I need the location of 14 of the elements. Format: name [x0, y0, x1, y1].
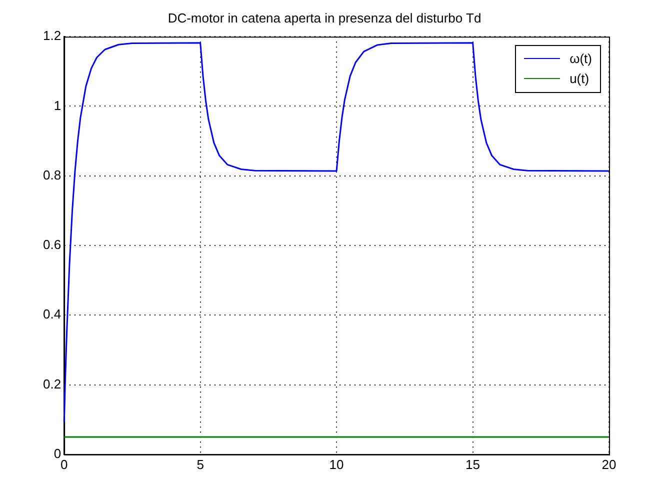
y-tick-label: 1 — [54, 98, 62, 113]
x-tick-label: 15 — [466, 456, 480, 472]
legend-label: ω(t) — [570, 51, 592, 66]
y-tick-label: 0 — [54, 446, 62, 461]
y-tick-label: 0.6 — [42, 237, 62, 252]
y-tick-label: 0.2 — [42, 376, 62, 392]
x-tick-label: 20 — [602, 456, 616, 472]
chart-title: DC-motor in catena aperta in presenza del disturbo Td — [168, 10, 482, 26]
x-tick-label: 5 — [196, 456, 204, 472]
y-tick-label: 0.4 — [42, 306, 62, 322]
y-tick-label: 1.2 — [42, 28, 62, 44]
y-tick-label: 0.8 — [42, 167, 62, 182]
x-tick-label: 10 — [329, 456, 344, 472]
legend-label: u(t) — [570, 71, 590, 86]
